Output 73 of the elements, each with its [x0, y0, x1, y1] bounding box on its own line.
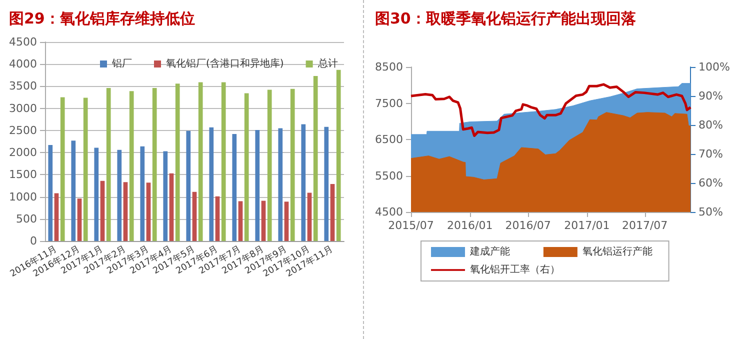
x-tick-label: 2016/07 [505, 219, 551, 232]
bar [290, 88, 295, 241]
bar [169, 173, 174, 241]
y-tick-label: 2000 [9, 146, 37, 160]
y-tick-label: 4500 [375, 206, 403, 218]
legend-label: 建成产能 [469, 246, 536, 258]
bar [324, 126, 329, 241]
bar [163, 151, 168, 241]
bar [48, 145, 53, 241]
y2-tick-label: 70% [698, 148, 724, 160]
bar [152, 88, 157, 241]
bar [267, 90, 272, 241]
bar [330, 184, 335, 241]
bar [175, 84, 180, 241]
legend-label: 总计 [316, 58, 338, 70]
bar [192, 192, 197, 241]
bar [71, 140, 76, 241]
y-tick-label: 1000 [9, 190, 37, 204]
bar [117, 150, 122, 241]
y-tick-label: 0 [30, 234, 37, 248]
y2-tick-label: 60% [698, 176, 724, 190]
bar [140, 146, 145, 241]
y-tick-label: 8500 [375, 60, 403, 74]
x-tick-label: 2016/01 [447, 219, 493, 232]
bar [129, 91, 134, 241]
bar [83, 98, 88, 241]
x-tick-label: 2015/07 [388, 219, 434, 232]
legend-label: 氧化铝开工率（右） [470, 264, 560, 276]
legend-label: 铝厂 [111, 58, 132, 70]
bar [209, 127, 214, 241]
bar [94, 148, 99, 241]
y-tick-label: 2500 [9, 124, 37, 137]
bar [307, 192, 312, 241]
bar [261, 200, 266, 241]
bar [244, 93, 249, 241]
bar [278, 128, 283, 241]
bar [146, 182, 151, 241]
bar [215, 196, 220, 241]
bar [238, 201, 243, 241]
bar [60, 97, 65, 241]
legend-label: 氧化铝运行产能 [582, 246, 659, 258]
bar [284, 202, 289, 241]
bar [198, 82, 203, 241]
y-tick-label: 7500 [375, 96, 403, 110]
y2-tick-label: 100% [698, 60, 730, 74]
y2-tick-label: 50% [698, 206, 724, 218]
x-tick-label: 2017/01 [564, 219, 610, 232]
y2-tick-label: 90% [698, 90, 724, 102]
x-tick-label: 2017/07 [622, 219, 668, 232]
y-tick-label: 6500 [375, 133, 403, 146]
y-tick-label: 3000 [9, 102, 37, 115]
bar [77, 198, 82, 241]
y2-tick-label: 80% [698, 118, 724, 132]
bar [106, 88, 111, 241]
bar [221, 82, 226, 241]
y-tick-label: 5500 [375, 169, 403, 182]
bar [336, 70, 341, 241]
bar [232, 134, 237, 241]
chart-title: 图30：取暖季氧化铝运行产能出现回落 [375, 10, 637, 28]
bar [255, 130, 260, 241]
y-tick-label: 1500 [9, 168, 37, 182]
y-tick-label: 4000 [9, 58, 37, 71]
bar [54, 193, 59, 241]
chart-title: 图29：氧化铝库存维持低位 [9, 10, 195, 28]
bar [100, 180, 105, 241]
bar [123, 182, 128, 241]
bar [313, 76, 318, 241]
legend-label: 氧化铝厂(含港口和异地库) [166, 58, 284, 70]
y-tick-label: 500 [16, 212, 37, 226]
y-tick-label: 4500 [9, 36, 37, 48]
bar [186, 130, 191, 241]
y-tick-label: 3500 [9, 80, 37, 93]
bar [301, 124, 306, 241]
